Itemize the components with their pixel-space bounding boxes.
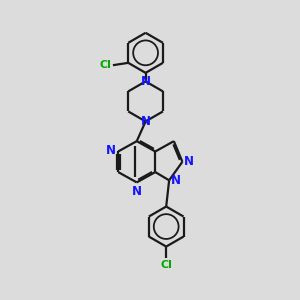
Text: N: N	[141, 75, 151, 88]
Text: N: N	[106, 144, 116, 157]
Text: Cl: Cl	[160, 260, 172, 270]
Text: N: N	[171, 174, 181, 187]
Text: N: N	[184, 155, 194, 168]
Text: N: N	[141, 115, 151, 128]
Text: N: N	[132, 185, 142, 198]
Text: Cl: Cl	[100, 60, 112, 70]
